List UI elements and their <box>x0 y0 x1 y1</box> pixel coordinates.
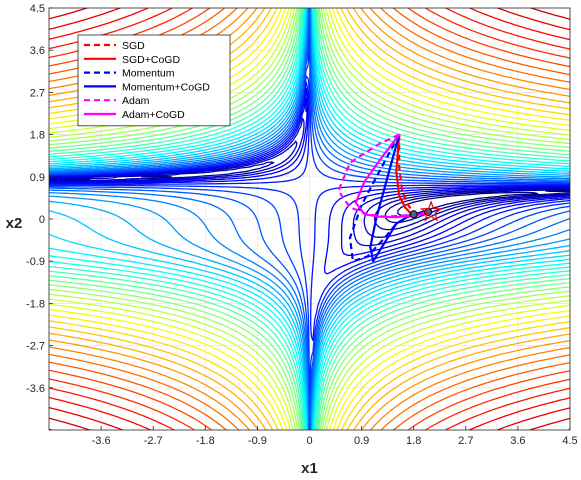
contour-line <box>49 161 570 231</box>
contour-line <box>49 8 570 430</box>
contour-line <box>49 8 570 430</box>
x-tick-label: 2.7 <box>458 435 473 447</box>
contour-line <box>49 8 570 430</box>
y-tick-label: -0.9 <box>26 256 45 268</box>
legend-box <box>77 34 231 127</box>
trajectories <box>337 133 443 263</box>
contour-line <box>49 8 570 430</box>
y-tick-label: 1.8 <box>30 130 45 142</box>
legend-label: Adam+CoGD <box>122 109 185 121</box>
contour-lines <box>49 8 570 430</box>
contour-line <box>49 8 570 430</box>
y-tick-label: -2.7 <box>26 341 45 353</box>
legend-label: Momentum+CoGD <box>122 81 210 93</box>
x-tick-label: 1.8 <box>406 435 421 447</box>
legend-label: SGD+CoGD <box>122 54 180 66</box>
x-tick-label: 4.5 <box>562 435 577 447</box>
legend-label: SGD <box>122 40 145 52</box>
contour-line <box>49 8 570 430</box>
contour-line <box>49 8 570 430</box>
contour-line <box>49 8 570 430</box>
contour-line <box>49 8 570 430</box>
ticks: -3.6 -2.7 -1.8 -0.9 0 0.9 1.8 2.7 3.6 4.5 4.5 3.6 2.… <box>26 3 578 447</box>
contour-line <box>49 8 570 430</box>
x-tick-label: 0.9 <box>354 435 369 447</box>
y-tick-label: 2.7 <box>30 87 45 99</box>
x-tick-label: -1.8 <box>196 435 215 447</box>
contour-line <box>49 8 570 430</box>
x-axis-label: x1 <box>301 460 318 477</box>
x-tick-label: 0 <box>306 435 312 447</box>
contour-line <box>49 8 570 430</box>
y-tick-label: 3.6 <box>30 45 45 57</box>
y-tick-label: -3.6 <box>26 383 45 395</box>
contour-line <box>49 8 570 430</box>
y-tick-label: -1.8 <box>26 298 45 310</box>
legend-label: Momentum <box>122 68 175 80</box>
y-tick-label: 4.5 <box>30 3 45 15</box>
x-tick-label: 3.6 <box>510 435 525 447</box>
x-tick-label: -3.6 <box>92 435 111 447</box>
y-tick-label: 0.9 <box>30 172 45 184</box>
endpoint-marker <box>409 210 418 219</box>
optimum-star-marker <box>419 200 443 222</box>
y-tick-label: 0 <box>39 214 45 226</box>
contour-line <box>49 87 570 257</box>
legend-label: Adam <box>122 95 150 107</box>
contour-line <box>49 75 570 342</box>
x-tick-label: -2.7 <box>144 435 163 447</box>
contour-line <box>397 189 570 217</box>
x-tick-label: -0.9 <box>248 435 267 447</box>
y-axis-label: x2 <box>6 215 23 232</box>
